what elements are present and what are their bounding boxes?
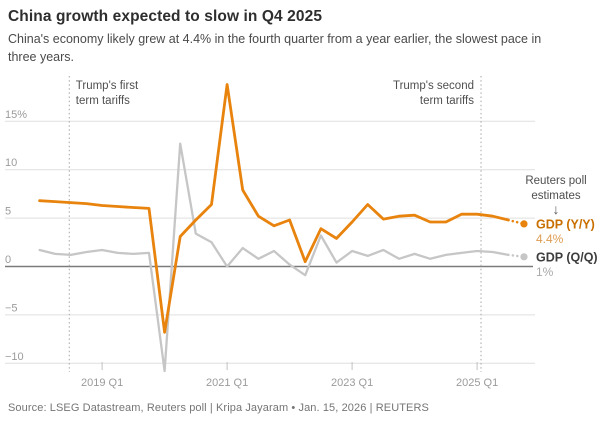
gdp-line-chart: 15% 10 5 0 −5 −10 2019 Q1 2021 Q1 2023 Q1 2025 Q1… [0, 70, 600, 395]
series-estimate-value: 4.4% [536, 232, 564, 246]
estimates-note-text: estimates [531, 190, 580, 202]
y-axis-label: 15% [5, 109, 27, 121]
estimates-note-text: Reuters poll [525, 175, 586, 187]
x-axis-label: 2025 Q1 [456, 377, 498, 389]
y-axis-label: 5 [5, 206, 11, 218]
tariff-annotation-text: Trump's second [393, 80, 474, 92]
series-estimate-value: 1% [536, 265, 554, 279]
series-label: GDP (Y/Y) [536, 217, 595, 231]
line-gdp-y-y [38, 83, 510, 334]
source-attribution: Source: LSEG Datastream, Reuters poll | … [8, 402, 429, 414]
estimate-point-marker [520, 253, 528, 261]
tariff-annotation-text: Trump's first [76, 80, 139, 92]
subtitle-line-1: China's economy likely grew at 4.4% in t… [8, 32, 542, 46]
chart-subtitle: China's economy likely grew at 4.4% in t… [8, 30, 590, 66]
y-axis-label: 0 [5, 254, 11, 266]
down-arrow-icon: ↓ [553, 201, 560, 217]
y-axis-label: 10 [5, 157, 17, 169]
chart-title: China growth expected to slow in Q4 2025 [8, 8, 323, 25]
x-axis-label: 2019 Q1 [81, 377, 123, 389]
chart-header: China growth expected to slow in Q4 2025… [0, 0, 600, 66]
x-axis-label: 2021 Q1 [206, 377, 248, 389]
estimate-point-marker [520, 220, 528, 228]
subtitle-line-2: three years. [8, 50, 75, 64]
x-axis-label: 2023 Q1 [331, 377, 373, 389]
gdp-line-chart-svg: 15% 10 5 0 −5 −10 2019 Q1 2021 Q1 2023 Q1 2025 Q1… [5, 76, 598, 389]
y-axis-label: −10 [5, 351, 24, 363]
tariff-annotation-text: term tariffs [420, 95, 474, 107]
y-axis-label: −5 [5, 302, 18, 314]
line-gdp-q-q [38, 142, 510, 373]
series-label: GDP (Q/Q) [536, 250, 598, 264]
tariff-annotation-text: term tariffs [76, 95, 130, 107]
